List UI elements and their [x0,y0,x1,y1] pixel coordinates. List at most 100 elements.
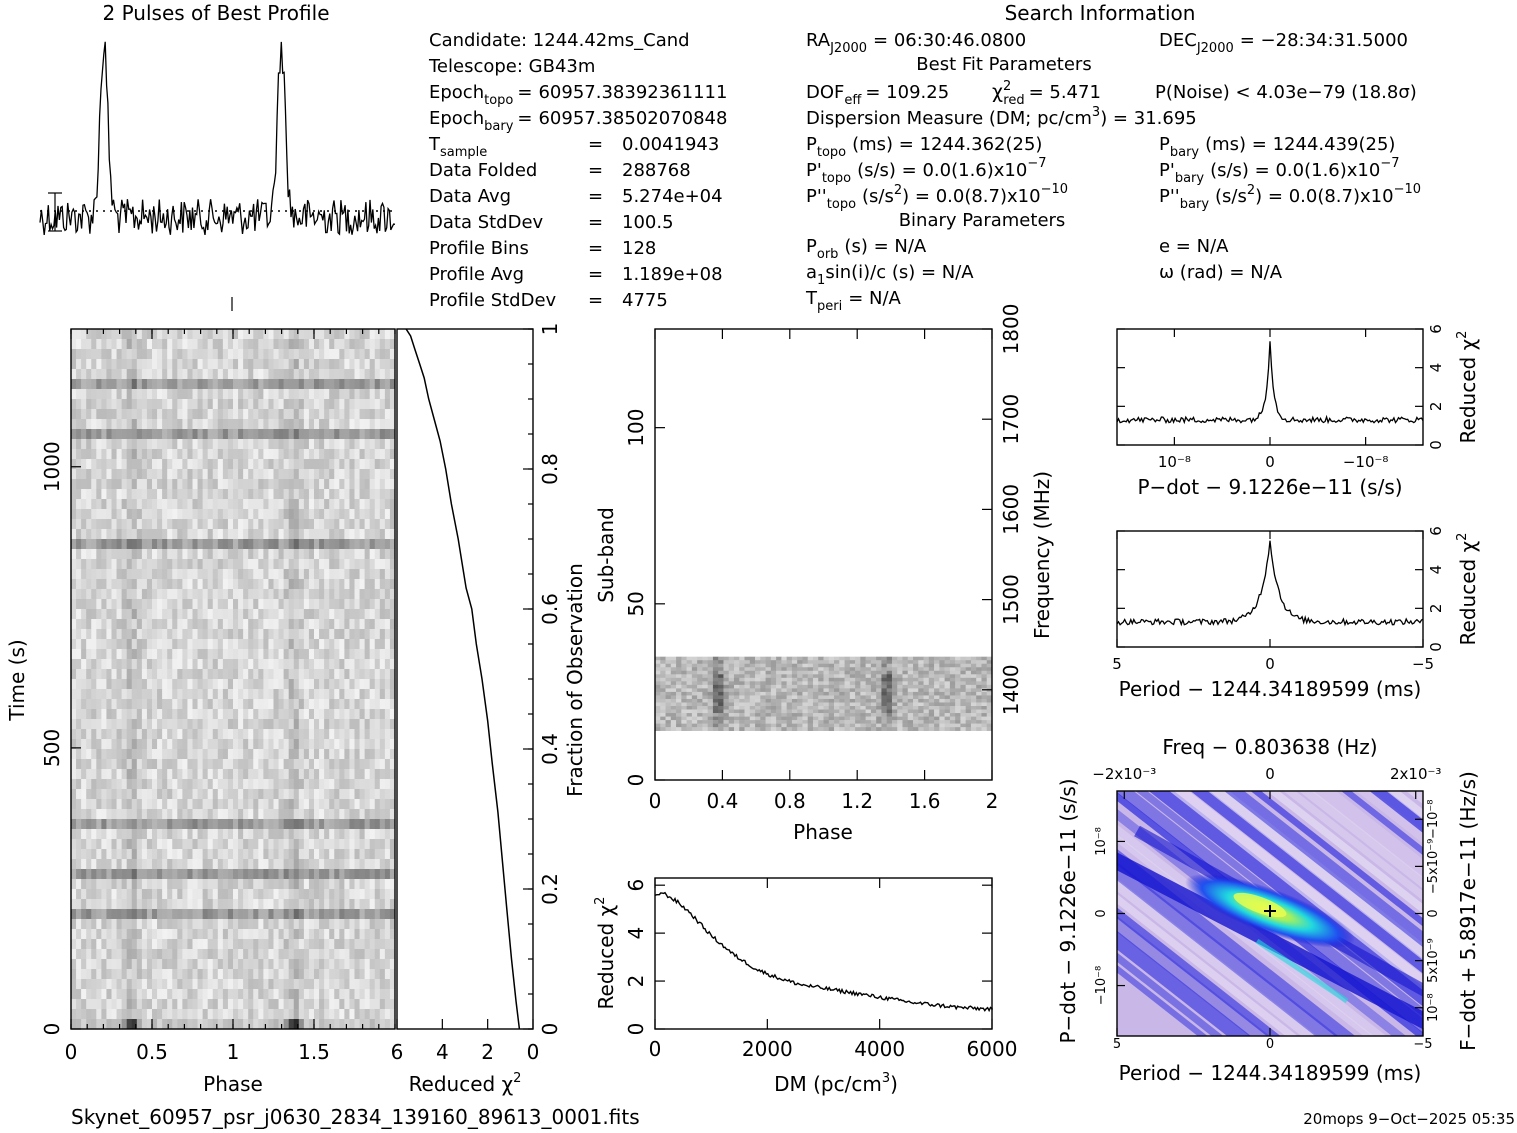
subband-heat-cell [955,656,961,661]
time-heat-cell [106,419,112,430]
time-heat-cell [91,339,97,350]
time-heat-cell [81,609,87,620]
time-heat-cell [243,349,249,360]
time-heat-cell [354,749,360,760]
time-heat-cell [217,869,224,880]
subband-heat-cell [797,667,803,672]
time-heat-cell [329,939,335,950]
time-heat-cell [349,869,355,880]
time-heat-cell [227,919,234,930]
time-heat-cell [324,929,330,940]
time-heat-cell [324,769,330,780]
time-heat-cell [197,739,203,750]
subband-heat-cell [823,670,830,675]
time-heat-cell [354,469,360,480]
time-heat-cell [288,389,295,400]
time-heat-cell [308,919,315,930]
time-heat-cell [71,459,77,470]
time-heat-cell [369,329,376,340]
time-heat-cell [248,949,254,960]
time-heat-cell [177,719,183,730]
time-heat-cell [389,429,395,440]
time-heat-cell [379,779,386,790]
time-heat-cell [86,549,92,560]
time-heat-cell [384,849,391,860]
time-heat-cell [369,699,376,710]
subband-heat-cell [797,670,803,675]
time-heat-cell [162,619,168,630]
time-heat-cell [298,539,305,550]
time-heat-cell [268,849,274,860]
profile-errorbar [48,192,62,232]
time-heat-cell [384,499,391,510]
profile-title: 2 Pulses of Best Profile [103,1,330,25]
time-heat-cell [288,659,295,670]
time-heat-cell [354,599,360,610]
time-heat-cell [374,879,381,890]
time-heat-cell [384,659,391,670]
time-heat-cell [212,649,219,660]
time-heat-cell [319,819,325,830]
time-heat-cell [202,359,208,370]
time-heat-cell [227,659,234,670]
time-heat-cell [253,949,259,960]
subband-heat-cell [760,656,766,661]
time-heat-cell [131,539,138,550]
time-heat-cell [339,439,345,450]
time-heat-cell [207,709,214,720]
time-heat-cell [233,909,239,920]
time-heat-cell [227,979,234,990]
time-heat-cell [379,659,386,670]
time-heat-cell [329,679,335,690]
time-heat-cell [116,629,122,640]
subband-heat-cell [981,667,988,672]
subband-heat-cell [828,667,835,672]
chi-time-xtick-label: 2 [481,1040,494,1064]
time-heat-cell [308,399,315,410]
time-heat-cell [374,929,381,940]
time-heat-cell [379,449,386,460]
time-heat-cell [227,1019,234,1029]
time-heat-cell [126,869,133,880]
time-heat-cell [233,419,239,430]
time-heat-cell [248,609,254,620]
time-heat-cell [324,829,330,840]
time-heat-cell [263,759,269,770]
time-heat-cell [212,739,219,750]
time-heat-cell [111,989,117,1000]
time-heat-cell [141,749,148,760]
time-heat-cell [339,689,345,700]
time-heat-cell [101,849,107,860]
time-heat-cell [389,729,395,740]
subband-heat-cell [855,660,861,665]
time-heat-cell [329,329,335,340]
time-heat-cell [182,519,188,530]
time-heat-cell [278,479,284,490]
time-heat-cell [283,1009,289,1020]
time-heat-cell [248,919,254,930]
time-heat-cell [136,439,143,450]
time-heat-cell [303,909,310,920]
time-heat-cell [389,749,395,760]
time-heat-cell [177,489,183,500]
time-heat-cell [303,989,310,1000]
subband-heat-cell [976,663,982,668]
time-heat-cell [167,779,173,790]
time-heat-cell [182,429,188,440]
time-heat-cell [253,839,259,850]
time-heat-cell [187,469,193,480]
time-heat-cell [298,489,305,500]
subband-heat-cell [928,660,935,665]
time-heat-cell [121,459,127,470]
time-heat-cell [71,409,77,420]
time-heat-cell [202,869,208,880]
time-heat-cell [202,549,208,560]
time-heat-cell [303,899,310,910]
time-heat-cell [334,539,340,550]
time-heat-cell [384,679,391,690]
time-heat-cell [293,459,300,470]
time-heat-cell [96,549,102,560]
time-heat-cell [202,889,208,900]
time-heat-cell [182,649,188,660]
subband-heat-cell [707,660,714,665]
